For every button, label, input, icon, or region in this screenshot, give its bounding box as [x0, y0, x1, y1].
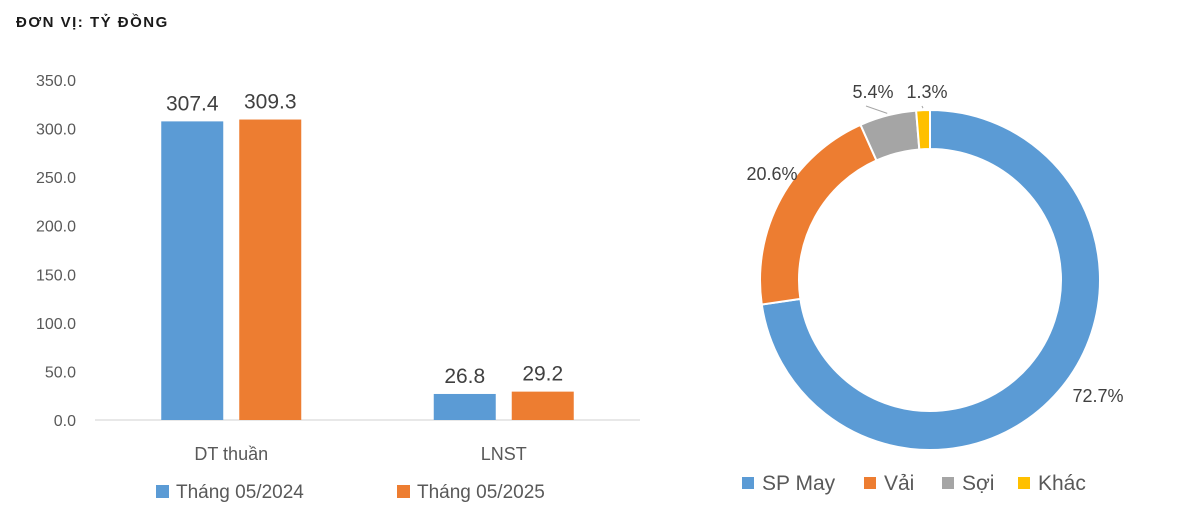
legend-swatch [864, 477, 876, 489]
bar [161, 121, 224, 420]
leader-line [865, 105, 888, 114]
y-tick-label: 250.0 [36, 170, 76, 187]
donut-slice [760, 108, 1101, 451]
legend-swatch [156, 485, 169, 498]
x-category-label: LNST [481, 444, 527, 464]
y-tick-label: 200.0 [36, 219, 76, 236]
legend-swatch [397, 485, 410, 498]
leader-line [921, 105, 924, 109]
legend-label: SP May [762, 472, 836, 495]
bar [239, 119, 302, 420]
legend-label: Sợi [962, 472, 994, 495]
bar-data-label: 309.3 [244, 91, 297, 114]
donut-slice [759, 123, 878, 306]
legend-swatch [942, 477, 954, 489]
x-category-label: DT thuần [194, 444, 268, 464]
donut-slice [915, 108, 931, 151]
y-tick-label: 150.0 [36, 267, 76, 284]
legend-label: Tháng 05/2024 [176, 482, 304, 503]
bar-chart: 0.0 50.0 100.0 150.0 200.0 250.0 300.0 350.0 307… [36, 73, 640, 503]
donut-slice [859, 109, 921, 162]
bar [433, 393, 496, 420]
bar-data-label: 26.8 [444, 365, 485, 388]
slice-value-label: 20.6% [746, 164, 797, 184]
y-tick-label: 50.0 [45, 364, 76, 381]
slice-value-label: 72.7% [1072, 386, 1123, 406]
legend-swatch [1018, 477, 1030, 489]
slice-value-label: 5.4% [852, 82, 893, 102]
legend-label: Tháng 05/2025 [417, 482, 545, 503]
legend-label: Vải [884, 472, 914, 495]
y-tick-label: 0.0 [54, 413, 76, 430]
bar-data-label: 29.2 [522, 363, 563, 386]
legend-label: Khác [1038, 472, 1086, 495]
slice-value-label: 1.3% [906, 82, 947, 102]
y-tick-label: 100.0 [36, 316, 76, 333]
bar [511, 391, 574, 420]
y-tick-label: 350.0 [36, 73, 76, 90]
legend-swatch [742, 477, 754, 489]
y-tick-label: 300.0 [36, 122, 76, 139]
bar-data-label: 307.4 [166, 92, 219, 115]
unit-label: ĐƠN VỊ: TỶ ĐỒNG [16, 14, 169, 31]
